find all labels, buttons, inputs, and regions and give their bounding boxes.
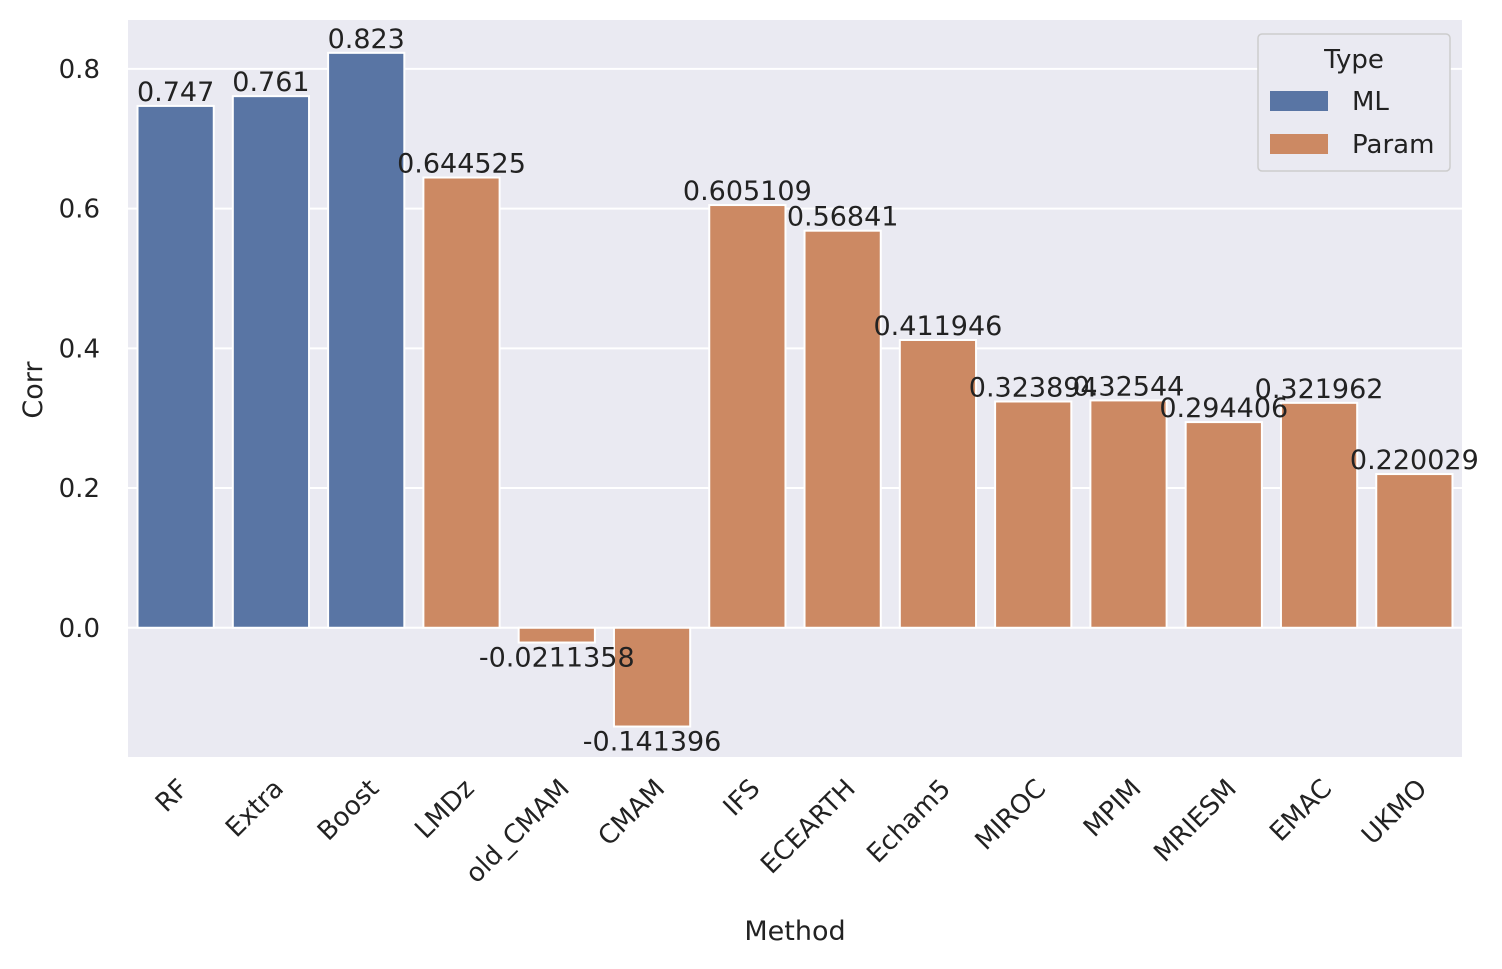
legend: Type ML Param [1257,33,1451,172]
legend-label-ml: ML [1352,87,1389,117]
data-label: 0.323894 [969,372,1098,403]
x-tick-label: Boost [312,774,385,847]
x-tick-label: ECEARTH [755,774,861,880]
data-label: 0.747 [137,77,214,108]
data-label: -0.141396 [583,727,722,758]
x-tick-label: MPIM [1078,774,1147,843]
y-tick-label: 0.6 [59,195,100,225]
y-tick-labels: 0.0 0.2 0.4 0.6 0.8 [59,55,100,644]
x-tick-label: Extra [220,774,290,844]
x-axis-label: Method [744,916,845,947]
bar [708,204,787,629]
y-tick-label: 0.4 [59,334,100,364]
value-labels: 0.747 0.761 0.823 0.644525 -0.0211358 -0.1413… [137,24,1479,758]
legend-title: Type [1323,45,1384,75]
x-tick-label: EMAC [1264,774,1338,848]
data-label: 0.605109 [683,176,812,207]
x-tick-label: MIROC [970,774,1053,857]
bar [1089,399,1168,629]
bar [1375,473,1454,629]
data-label: 0.56841 [787,202,899,233]
bar [327,51,406,629]
x-tick-label: Echam5 [861,774,956,869]
x-tick-label: MRIESM [1148,774,1242,868]
bar [1184,421,1263,629]
x-tick-label: IFS [718,774,767,823]
y-tick-label: 0.2 [59,474,100,504]
data-label: 0.294406 [1159,393,1288,424]
y-tick-label: 0.8 [59,55,100,85]
bar [231,95,311,629]
legend-label-param: Param [1352,130,1434,160]
data-label: 0.321962 [1255,374,1384,405]
bars [136,51,1454,728]
x-tick-label: UKMO [1356,774,1433,851]
y-axis-label: Corr [18,361,49,419]
data-label: 0.823 [328,24,405,55]
bar [803,229,882,629]
y-tick-label: 0.0 [59,614,100,644]
legend-swatch-ml [1270,91,1328,111]
data-label: 0.644525 [397,149,526,180]
bar [898,338,978,629]
data-label: 0.32544 [1073,371,1185,402]
bar [1279,401,1359,629]
legend-swatch-param [1270,134,1328,154]
x-tick-label: LMDz [409,774,480,845]
data-label: 0.411946 [874,311,1003,342]
data-label: 0.220029 [1350,445,1479,476]
bar [994,400,1073,629]
x-tick-label: CMAM [593,774,671,852]
bar [136,104,215,629]
x-tick-label: RF [150,774,195,819]
bar [517,626,596,644]
bar [612,626,692,728]
x-tick-label: old_CMAM [460,774,576,890]
data-label: 0.761 [232,67,309,98]
bar [422,176,501,629]
data-label: -0.0211358 [479,643,635,674]
